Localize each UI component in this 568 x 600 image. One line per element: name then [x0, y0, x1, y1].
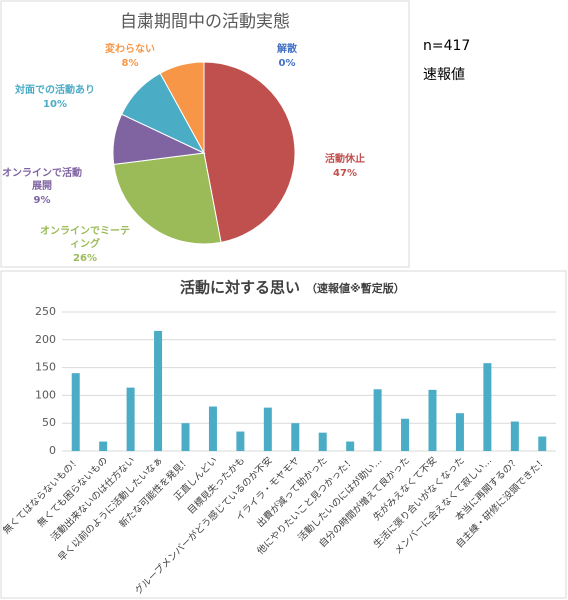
slice-value: 26% — [73, 253, 97, 264]
pie-slice — [113, 152, 222, 245]
slice-value: 8% — [121, 58, 139, 69]
bar — [71, 373, 80, 451]
slice-value: 10% — [43, 99, 67, 110]
bar — [510, 421, 519, 451]
bar — [401, 418, 410, 451]
bar-subtitle: （速報値※暫定版） — [306, 281, 405, 295]
bar — [154, 330, 163, 451]
bar — [99, 441, 108, 451]
slice-label: 活動休止 — [325, 154, 365, 165]
slice-label: オンラインで活動展開 — [2, 168, 82, 192]
bar — [318, 432, 327, 451]
slice-label: 解散 — [277, 44, 297, 55]
annotation: 速報値 — [423, 67, 465, 83]
bar — [236, 431, 245, 451]
bar — [373, 389, 382, 451]
bar-title: 活動に対する思い — [180, 279, 300, 297]
y-tick-label: 200 — [35, 333, 56, 346]
y-tick-label: 250 — [35, 305, 56, 318]
slice-label: オンラインでミーティング — [40, 226, 130, 250]
pie-slice — [159, 61, 205, 154]
bar — [208, 406, 217, 451]
bar — [126, 387, 135, 451]
y-tick-label: 0 — [49, 444, 56, 457]
bar — [538, 436, 547, 451]
pie-slice — [203, 61, 296, 243]
bar — [291, 423, 300, 451]
slice-value: 0% — [278, 58, 296, 69]
bar — [263, 407, 272, 451]
pie-title: 自粛期間中の活動実態 — [120, 12, 290, 32]
bar — [181, 423, 190, 451]
bar — [455, 413, 464, 451]
bar-panel — [0, 270, 567, 599]
bar — [483, 363, 492, 451]
annotation: n=417 — [423, 38, 471, 54]
y-tick-label: 150 — [35, 361, 56, 374]
bar — [346, 441, 355, 451]
slice-value: 47% — [333, 168, 357, 179]
y-tick-label: 100 — [35, 388, 56, 401]
slice-label: 変わらない — [105, 44, 155, 55]
slice-value: 9% — [33, 195, 51, 206]
pie-panel — [0, 0, 410, 268]
y-tick-label: 50 — [42, 416, 56, 429]
slice-label: 対面での活動あり — [15, 85, 95, 96]
bar — [428, 389, 437, 451]
